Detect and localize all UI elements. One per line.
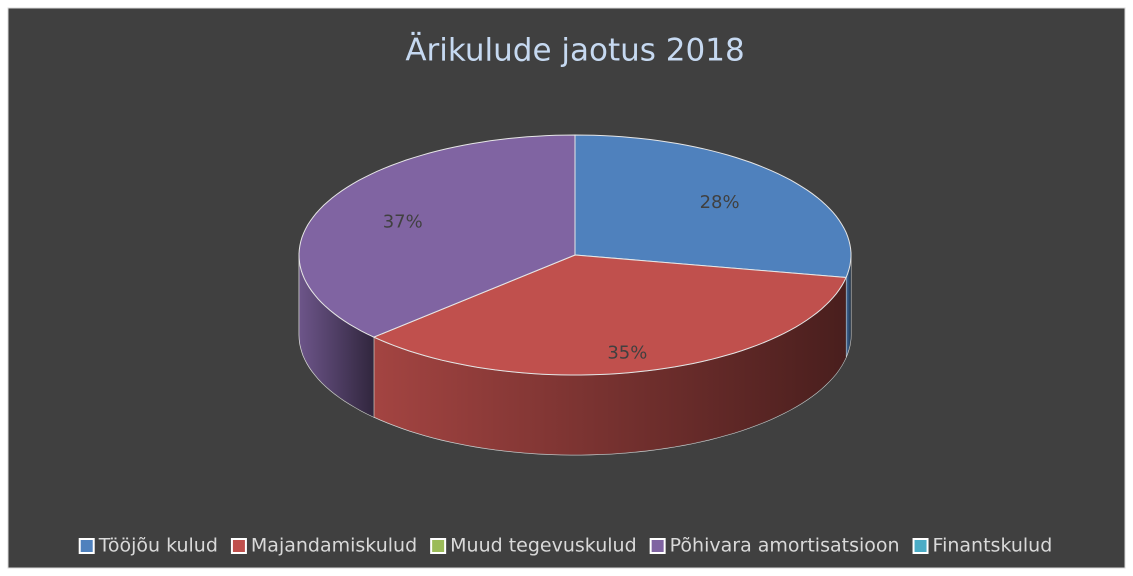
data-label: 37% (383, 212, 423, 233)
legend-swatch (230, 538, 247, 554)
slice (372, 254, 847, 376)
slice (574, 134, 852, 279)
legend-label: Majandamiskulud (251, 535, 417, 557)
data-label: 35% (607, 342, 647, 363)
pie: 28% 35% 37% (298, 134, 852, 456)
legend-item: Finantskulud (912, 535, 1053, 557)
legend-swatch (78, 538, 95, 554)
slice-side-shade (846, 255, 851, 358)
legend-label: Muud tegevuskulud (450, 535, 637, 557)
legend-label: Finantskulud (933, 535, 1053, 557)
slice-side-shade (299, 255, 374, 418)
legend-item: Muud tegevuskulud (430, 535, 637, 557)
legend-item: Majandamiskulud (230, 535, 417, 557)
chart-title: Ärikulude jaotus 2018 (405, 33, 744, 69)
legend: Tööjõu kulud Majandamiskulud Muud tegevusk… (78, 535, 1053, 557)
legend-swatch (430, 538, 447, 554)
slice-side-shade (373, 277, 847, 455)
legend-label: Tööjõu kulud (98, 535, 218, 557)
legend-swatch (649, 538, 666, 554)
legend-swatch (912, 538, 929, 554)
slice (298, 134, 576, 338)
data-label: 28% (700, 192, 740, 213)
legend-item: Tööjõu kulud (78, 535, 218, 557)
legend-label: Põhivara amortisatsioon (670, 535, 900, 557)
legend-item: Põhivara amortisatsioon (649, 535, 900, 557)
